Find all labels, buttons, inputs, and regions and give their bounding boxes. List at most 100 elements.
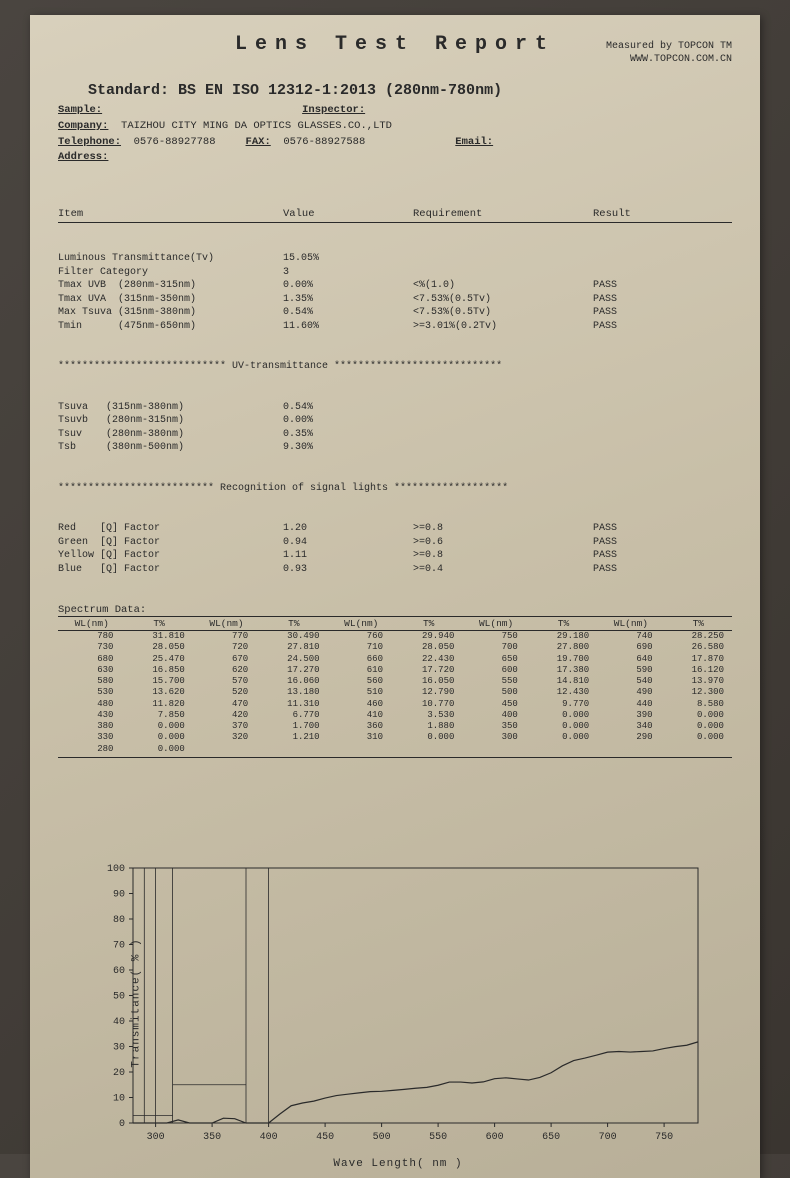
- spectrum-t: 0.000: [530, 721, 597, 732]
- svg-text:450: 450: [316, 1132, 334, 1143]
- spectrum-row: 71028.050: [328, 642, 463, 653]
- spectrum-t: 0.000: [395, 732, 462, 743]
- spectrum-t: 28.050: [395, 642, 462, 653]
- spectrum-column: 78031.81073028.05068025.47063016.8505801…: [58, 631, 193, 755]
- spectrum-t: 14.810: [530, 676, 597, 687]
- spectrum-t: 11.820: [125, 699, 192, 710]
- spectrum-wl: 490: [597, 687, 664, 698]
- spectrum-row: 68025.470: [58, 654, 193, 665]
- svg-text:0: 0: [119, 1119, 125, 1130]
- spectrum-col-pair: WL(nm)T%: [193, 618, 328, 629]
- spectrum-wl: 510: [328, 687, 395, 698]
- spectrum-label: Spectrum Data:: [58, 604, 732, 616]
- cell-item: Red [Q] Factor: [58, 522, 283, 536]
- spectrum-column: 76029.94071028.05066022.43061017.7205601…: [328, 631, 463, 755]
- cell-res: PASS: [593, 536, 693, 550]
- spectrum-col-wl: WL(nm): [193, 618, 260, 629]
- col-value: Value: [283, 207, 413, 221]
- cell-res: PASS: [593, 522, 693, 536]
- cell-item: Yellow [Q] Factor: [58, 549, 283, 563]
- spectrum-wl: 310: [328, 732, 395, 743]
- spectrum-row: 53013.620: [58, 687, 193, 698]
- signal-divider: ************************** Recognition o…: [58, 482, 732, 496]
- spectrum-t: 12.790: [395, 687, 462, 698]
- spectrum-t: 0.000: [530, 732, 597, 743]
- cell-value: 0.00%: [283, 279, 413, 293]
- spectrum-row: 4206.770: [193, 710, 328, 721]
- spectrum-row: 77030.490: [193, 631, 328, 642]
- spectrum-t: 16.060: [260, 676, 327, 687]
- spectrum-t: 0.000: [665, 710, 732, 721]
- cell-res: PASS: [593, 549, 693, 563]
- spectrum-wl: 730: [58, 642, 125, 653]
- cell-res: [593, 414, 693, 428]
- spectrum-wl: 600: [462, 665, 529, 676]
- spectrum-t: 12.430: [530, 687, 597, 698]
- cell-req: <7.53%(0.5Tv): [413, 293, 593, 307]
- spectrum-t: 19.700: [530, 654, 597, 665]
- svg-text:100: 100: [107, 864, 125, 875]
- svg-text:40: 40: [113, 1017, 125, 1028]
- cell-req: >=0.8: [413, 549, 593, 563]
- spectrum-t: 0.000: [125, 744, 192, 755]
- telephone-label: Telephone:: [58, 136, 121, 148]
- spectrum-t: 27.810: [260, 642, 327, 653]
- email-label: Email:: [455, 136, 493, 148]
- cell-res: PASS: [593, 563, 693, 577]
- spectrum-col-t: T%: [395, 618, 462, 629]
- col-result: Result: [593, 207, 693, 221]
- cell-value: 0.00%: [283, 414, 413, 428]
- cell-req: <7.53%(0.5Tv): [413, 306, 593, 320]
- svg-text:30: 30: [113, 1042, 125, 1053]
- spectrum-t: 16.850: [125, 665, 192, 676]
- cell-item: Tsb (380nm-500nm): [58, 441, 283, 455]
- spectrum-wl: 280: [58, 744, 125, 755]
- cell-item: Max Tsuva (315nm-380nm): [58, 306, 283, 320]
- spectrum-t: 6.770: [260, 710, 327, 721]
- spectrum-wl: 430: [58, 710, 125, 721]
- chart-xlabel: Wave Length( nm ): [333, 1158, 462, 1170]
- item-row: Blue [Q] Factor0.93>=0.4PASS: [58, 563, 732, 577]
- cell-res: [593, 266, 693, 280]
- inspector-label: Inspector:: [302, 104, 365, 116]
- spectrum-t: 30.490: [260, 631, 327, 642]
- cell-res: PASS: [593, 306, 693, 320]
- spectrum-wl: 760: [328, 631, 395, 642]
- cell-req: [413, 428, 593, 442]
- spectrum-t: 0.000: [125, 721, 192, 732]
- spectrum-t: 22.430: [395, 654, 462, 665]
- spectrum-col-pair: WL(nm)T%: [597, 618, 732, 629]
- spectrum-wl: 620: [193, 665, 260, 676]
- measured-line1: Measured by TOPCON TM: [606, 41, 732, 52]
- cell-value: 3: [283, 266, 413, 280]
- spectrum-row: 66022.430: [328, 654, 463, 665]
- item-row: Yellow [Q] Factor1.11>=0.8PASS: [58, 549, 732, 563]
- svg-text:550: 550: [429, 1132, 447, 1143]
- spectrum-row: 3300.000: [58, 732, 193, 743]
- fax-label: FAX:: [246, 136, 271, 148]
- spectrum-row: 3800.000: [58, 721, 193, 732]
- spectrum-t: 0.000: [125, 732, 192, 743]
- spectrum-wl: 740: [597, 631, 664, 642]
- item-row: Tsuvb (280nm-315nm)0.00%: [58, 414, 732, 428]
- cell-item: Filter Category: [58, 266, 283, 280]
- cell-item: Tmax UVB (280nm-315nm): [58, 279, 283, 293]
- spectrum-row: 64017.870: [597, 654, 732, 665]
- item-row: Filter Category3: [58, 266, 732, 280]
- spectrum-body: 78031.81073028.05068025.47063016.8505801…: [58, 631, 732, 758]
- spectrum-row: 47011.310: [193, 699, 328, 710]
- spectrum-row: 75029.180: [462, 631, 597, 642]
- spectrum-wl: 680: [58, 654, 125, 665]
- spectrum-t: 7.850: [125, 710, 192, 721]
- item-row: Red [Q] Factor1.20>=0.8PASS: [58, 522, 732, 536]
- spectrum-row: 70027.800: [462, 642, 597, 653]
- spectrum-col-t: T%: [665, 618, 732, 629]
- items-table: Item Value Requirement Result Luminous T…: [58, 180, 732, 603]
- spectrum-wl: 720: [193, 642, 260, 653]
- cell-req: [413, 441, 593, 455]
- spectrum-col-wl: WL(nm): [328, 618, 395, 629]
- spectrum-wl: 530: [58, 687, 125, 698]
- spectrum-t: 17.270: [260, 665, 327, 676]
- cell-res: [593, 441, 693, 455]
- spectrum-row: 63016.850: [58, 665, 193, 676]
